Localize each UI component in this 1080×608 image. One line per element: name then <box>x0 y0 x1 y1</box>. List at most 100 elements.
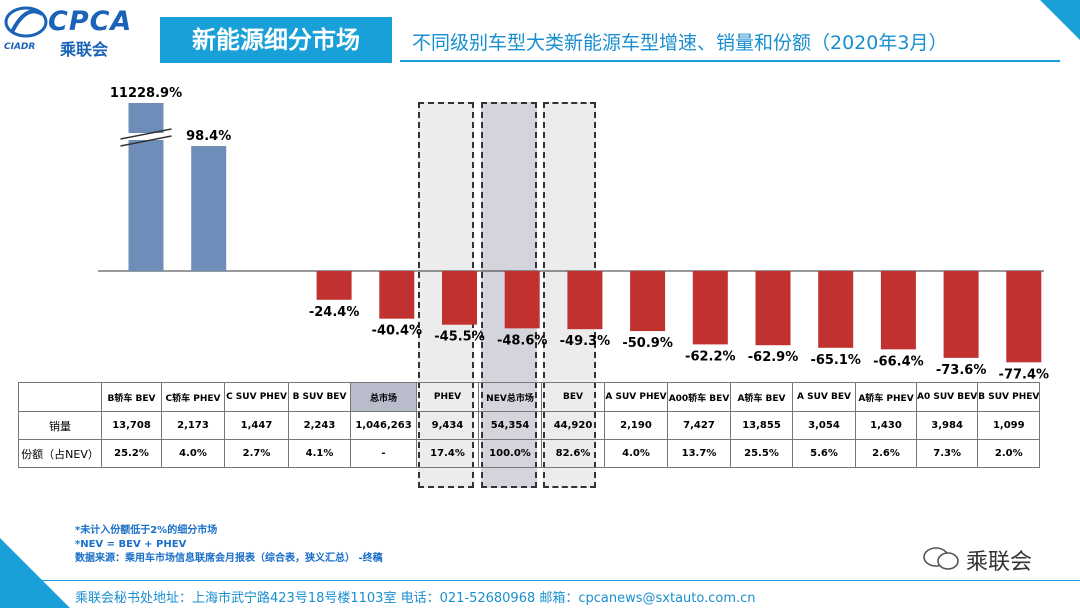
table-header-cell: A00轿车 BEV <box>667 382 731 412</box>
table-cell: 13,855 <box>730 411 793 440</box>
data-label-B轿车 BEV: 11228.9% <box>110 86 182 101</box>
table-cell: 7,427 <box>667 411 731 440</box>
data-label-A轿车 PHEV: -66.4% <box>873 354 924 369</box>
table-cell: 3,054 <box>792 411 856 440</box>
table-cell: 13,708 <box>101 411 162 440</box>
wechat-icon <box>923 547 959 570</box>
table-cell: 4.0% <box>604 439 668 468</box>
page-subtitle: 不同级别车型大类新能源车型增速、销量和份额（2020年3月） <box>412 32 948 54</box>
bar-B SUV PHEV <box>1006 271 1042 363</box>
table-header-cell: A0 SUV BEV <box>915 382 979 412</box>
data-label-B SUV PHEV: -77.4% <box>999 367 1050 382</box>
footnote-3: 数据来源：乘用车市场信息联席会月报表（综合表，狭义汇总） -终稿 <box>75 553 383 564</box>
footnote-2: *NEV = BEV + PHEV <box>75 539 187 550</box>
table-cell: 2.0% <box>977 439 1041 468</box>
bar-总市场 <box>379 271 415 319</box>
table-header-cell: BEV <box>541 382 605 412</box>
table-cell: 7.3% <box>915 439 979 468</box>
data-label-A SUV BEV: -65.1% <box>810 353 861 368</box>
data-label-BEV: -49.3% <box>560 334 611 349</box>
logo-subtext: 乘联会 <box>60 40 109 59</box>
footer-divider <box>0 580 1080 581</box>
bar-A轿车 PHEV <box>880 271 916 350</box>
data-label-B SUV BEV: -24.4% <box>309 305 360 320</box>
data-label-C轿车 PHEV: 98.4% <box>186 129 231 144</box>
bar-group <box>120 103 1042 363</box>
data-label-A00轿车 BEV: -62.2% <box>685 349 736 364</box>
bar-A00轿车 BEV <box>692 271 728 345</box>
table-header-cell: A轿车 PHEV <box>855 382 917 412</box>
bar-BEV <box>567 271 603 330</box>
axis-break-gap <box>127 133 165 140</box>
table-cell: 25.5% <box>730 439 793 468</box>
axis-break-mark <box>120 128 172 147</box>
table-header-cell: A轿车 BEV <box>730 382 793 412</box>
footnote-1: *未计入份额低于2%的细分市场 <box>75 525 218 536</box>
table-cell: 5.6% <box>792 439 856 468</box>
table-cell: 2,190 <box>604 411 668 440</box>
logo-text: CPCA <box>48 6 133 37</box>
table-header-cell: B SUV PHEV <box>977 382 1041 412</box>
label-group: 11228.9% 98.4% -24.4% -40.4% -45.5% -48.6% -49… <box>110 86 1049 382</box>
table-header-cell: B轿车 BEV <box>101 382 162 412</box>
table-cell: 17.4% <box>416 439 479 468</box>
table-cell: 54,354 <box>478 411 542 440</box>
bar-A SUV BEV <box>818 271 854 348</box>
bar-C轿车 PHEV <box>191 146 227 271</box>
cpca-logo: CPCA 乘联会 CIADR <box>0 0 150 59</box>
data-label-A轿车 BEV: -62.9% <box>748 350 799 365</box>
table-row: 销量 13,708 2,173 1,447 2,243 1,046,263 9,434 54,… <box>18 411 1041 440</box>
table-header-cell: PHEV <box>416 382 479 412</box>
footnotes: *未计入份额低于2%的细分市场 *NEV = BEV + PHEV 数据来源：乘… <box>75 524 383 566</box>
table-cell: 2.7% <box>224 439 289 468</box>
data-table: B轿车 BEV C轿车 PHEV C SUV PHEV B SUV BEV 总市场 PHE… <box>18 382 1041 468</box>
data-label-A0 SUV BEV: -73.6% <box>936 363 987 378</box>
table-cell: 1,430 <box>855 411 917 440</box>
table-cell: 2,173 <box>161 411 225 440</box>
table-cell: 1,099 <box>977 411 1041 440</box>
bar-B轿车 BEV <box>128 103 164 271</box>
bar-A轿车 BEV <box>755 271 791 346</box>
table-header-cell: C SUV PHEV <box>224 382 289 412</box>
table-cell: 13.7% <box>667 439 731 468</box>
table-cell: 1,447 <box>224 411 289 440</box>
bar-PHEV <box>442 271 477 325</box>
header-divider <box>400 60 1060 62</box>
table-row: 份额（占NEV） 25.2% 4.0% 2.7% 4.1% -17.4% 100.0% 82.… <box>18 439 1041 468</box>
table-cell: 82.6% <box>541 439 605 468</box>
growth-bar-chart: 11228.9% 98.4% -24.4% -40.4% -45.5% -48.6% -49… <box>98 86 1049 382</box>
table-cell: 100.0% <box>478 439 542 468</box>
data-label-A SUV PHEV: -50.9% <box>622 336 673 351</box>
table-cell: 2,243 <box>288 411 351 440</box>
table-cell: 44,920 <box>541 411 605 440</box>
logo-small-text: CIADR <box>4 42 36 52</box>
logo-swirl-icon <box>4 6 48 38</box>
table-header-row: B轿车 BEV C轿车 PHEV C SUV PHEV B SUV BEV 总市场 PHE… <box>18 382 1041 412</box>
table-row-label: 销量 <box>18 411 102 440</box>
data-label-NEV总市场: -48.6% <box>497 333 548 348</box>
table-cell: 4.1% <box>288 439 351 468</box>
table-corner-cell <box>18 382 102 412</box>
page-title: 新能源细分市场 <box>160 17 392 63</box>
data-label-PHEV: -45.5% <box>434 330 485 345</box>
table-cell: 2.6% <box>855 439 917 468</box>
table-cell: 1,046,263 <box>350 411 417 440</box>
table-header-cell: NEV总市场 <box>478 382 542 412</box>
data-label-总市场: -40.4% <box>372 324 423 339</box>
bar-NEV总市场 <box>504 271 540 329</box>
table-row-label: 份额（占NEV） <box>18 439 102 468</box>
table-header-cell: B SUV BEV <box>288 382 351 412</box>
table-cell: 25.2% <box>101 439 162 468</box>
corner-decoration-bottom <box>0 538 70 608</box>
wechat-label: 乘联会 <box>966 550 1033 575</box>
table-cell: 4.0% <box>161 439 225 468</box>
corner-decoration-top <box>1040 0 1080 40</box>
table-header-cell: C轿车 PHEV <box>161 382 225 412</box>
table-cell: 9,434 <box>416 411 479 440</box>
footer-contact: 乘联会秘书处地址：上海市武宁路423号18号楼1103室 电话：021-5268… <box>75 591 756 606</box>
table-cell: 3,984 <box>915 411 979 440</box>
table-header-cell: A SUV PHEV <box>604 382 668 412</box>
table-cell: - <box>350 439 417 468</box>
table-header-cell: 总市场 <box>350 382 417 412</box>
bar-A SUV PHEV <box>630 271 666 332</box>
